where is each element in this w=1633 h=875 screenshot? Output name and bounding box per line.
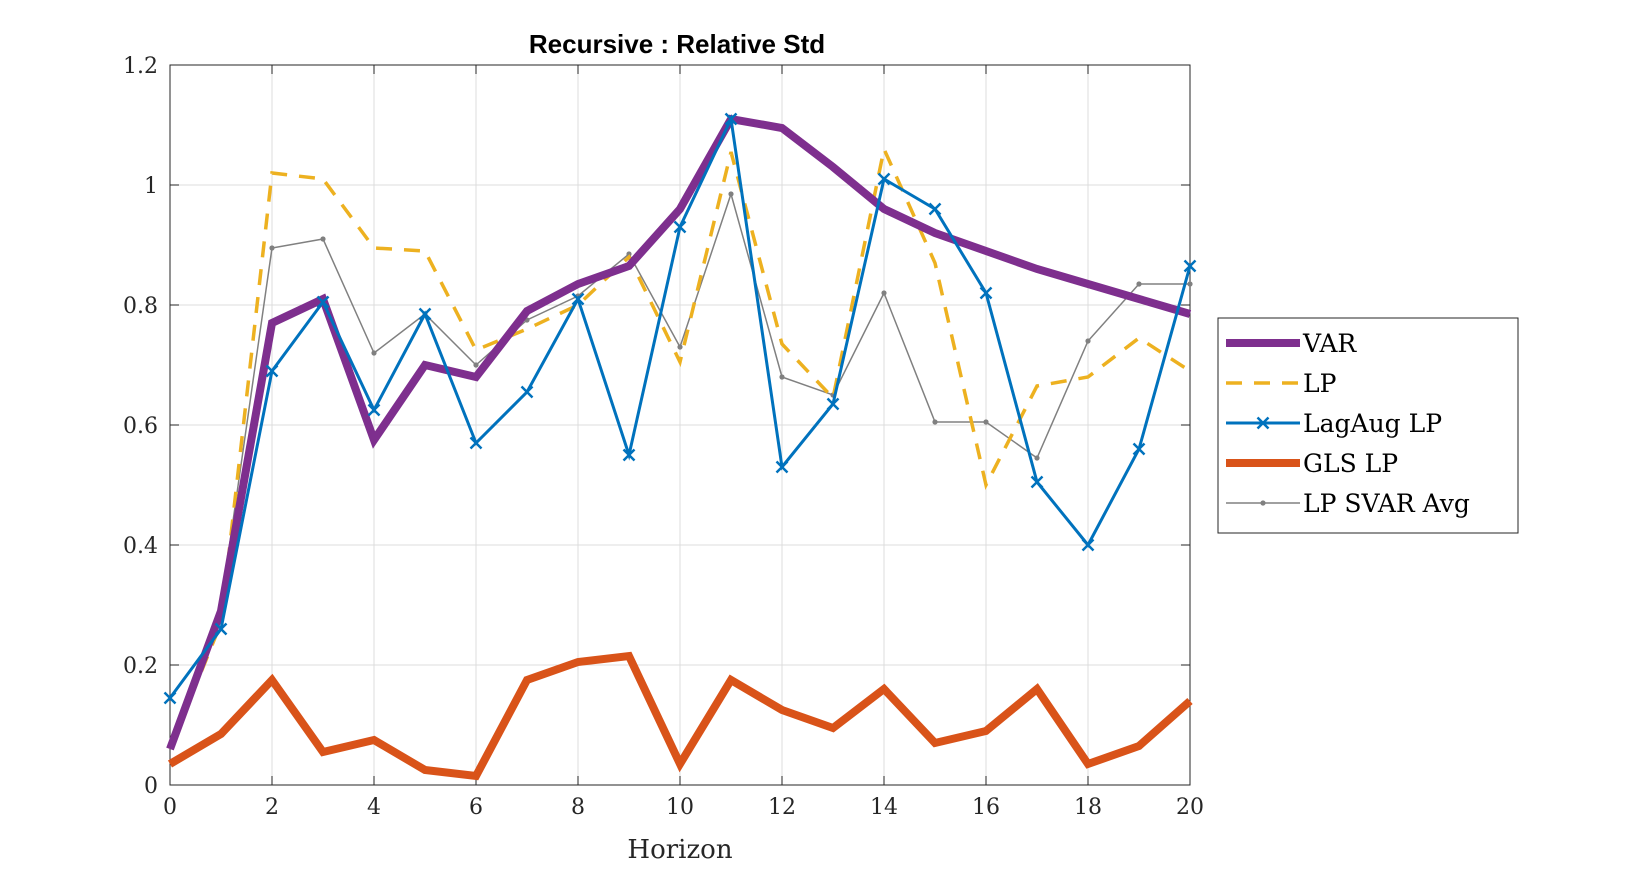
y-tick-label: 0.2 [123,654,158,679]
x-tick-label: 4 [367,795,381,820]
legend: VAR LP LagAug LP GLS LP LP SVAR Avg [1218,318,1518,533]
x-tick-label: 12 [768,795,796,820]
legend-label: VAR [1302,329,1357,358]
point-lp-svar-avg [728,191,733,196]
y-tick-label: 0.8 [123,294,158,319]
point-lp-svar-avg [1187,281,1192,286]
x-tick-label: 16 [972,795,1000,820]
x-tick-label: 6 [469,795,483,820]
y-tick-label: 1.2 [123,54,158,79]
point-lp-svar-avg [1136,281,1141,286]
point-lagaug-lp [522,387,533,398]
point-lp-svar-avg [881,290,886,295]
x-tick-label: 14 [870,795,898,820]
point-lp-svar-avg [269,245,274,250]
grid [170,65,1190,785]
point-lp-svar-avg [983,419,988,424]
point-lp-svar-avg [371,350,376,355]
point-lp-svar-avg [779,374,784,379]
y-tick-label: 0.6 [123,414,158,439]
point-lp-svar-avg [1085,338,1090,343]
point-lp-svar-avg [677,344,682,349]
point-lp-svar-avg [473,362,478,367]
x-tick-label: 0 [163,795,177,820]
legend-label: GLS LP [1303,449,1398,478]
legend-label: LP [1303,369,1336,398]
point-lp-svar-avg [932,419,937,424]
chart-title: Recursive : Relative Std [529,29,825,59]
x-tick-label: 2 [265,795,279,820]
y-tick-label: 0.4 [123,534,158,559]
x-tick-label: 18 [1074,795,1102,820]
legend-label: LP SVAR Avg [1303,489,1470,518]
point-lp-svar-avg [1034,455,1039,460]
point-lp-svar-avg [320,236,325,241]
y-tick-label: 1 [144,174,158,199]
y-tick-label: 0 [144,774,158,799]
x-tick-label: 10 [666,795,694,820]
x-tick-label: 8 [571,795,585,820]
legend-label: LagAug LP [1303,409,1442,438]
x-tick-label: 20 [1176,795,1204,820]
point-lagaug-lp [930,204,941,215]
x-axis-label: Horizon [627,835,732,865]
